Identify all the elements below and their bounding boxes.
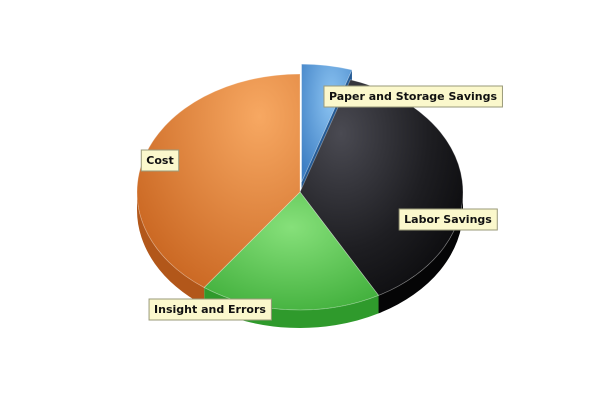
label-cost: Cost [140, 149, 180, 172]
label-labor-savings: Labor Savings [398, 208, 498, 231]
label-box-paper-and-storage-savings [323, 85, 503, 108]
pie-slice-insight-and-errors[interactable] [203, 191, 380, 311]
label-text-cost: Cost [146, 154, 173, 167]
pie-side-cost [137, 192, 205, 306]
pie-side-labor-savings [378, 192, 463, 314]
label-text-paper-and-storage-savings: Paper and Storage Savings [329, 90, 497, 103]
label-text-labor-savings: Labor Savings [404, 213, 492, 226]
label-paper-and-storage-savings: Paper and Storage Savings [323, 85, 503, 108]
label-text-insight-and-errors: Insight and Errors [154, 303, 266, 316]
label-box-cost [140, 149, 180, 172]
label-box-insight-and-errors [148, 298, 272, 321]
label-box-labor-savings [398, 208, 498, 231]
label-insight-and-errors: Insight and Errors [148, 298, 272, 321]
